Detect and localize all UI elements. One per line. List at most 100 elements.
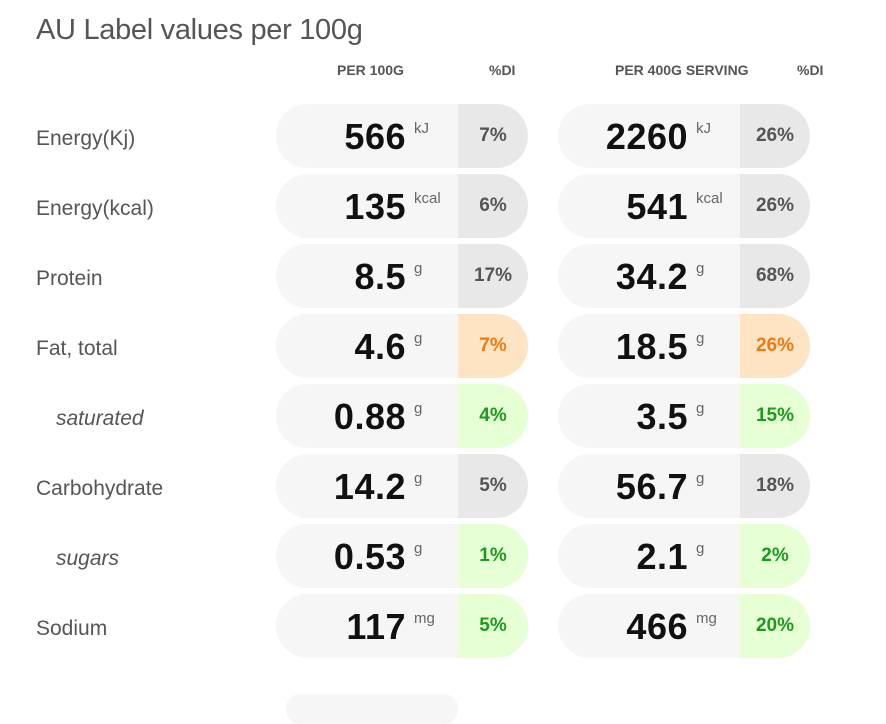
- value-cell-per-100g: 8.5 g 17%: [276, 244, 528, 308]
- partial-cell: [286, 694, 458, 724]
- daily-intake-percent: 7%: [479, 335, 507, 356]
- row-label: Carbohydrate: [36, 477, 164, 500]
- daily-intake-badge: 20%: [740, 594, 810, 658]
- amount-value: 0.53: [333, 536, 406, 577]
- table-row: Carbohydrate 14.2 g 5% 56.7 g 18%: [0, 454, 886, 518]
- daily-intake-percent: 7%: [479, 125, 507, 146]
- value-cell-per-serving: 18.5 g 26%: [558, 314, 810, 378]
- amount-value: 18.5: [615, 326, 688, 367]
- value-area: 14.2 g: [276, 454, 458, 518]
- daily-intake-percent: 17%: [473, 265, 513, 286]
- value-cell-per-serving: 56.7 g 18%: [558, 454, 810, 518]
- table-row: Protein 8.5 g 17% 34.2 g 68%: [0, 244, 886, 308]
- amount-unit: g: [696, 470, 705, 487]
- daily-intake-badge: 2%: [740, 524, 810, 588]
- amount-unit: g: [696, 330, 705, 347]
- value-cell-per-100g: 117 mg 5%: [276, 594, 528, 658]
- daily-intake-percent: 2%: [761, 545, 789, 566]
- amount-value: 34.2: [615, 256, 688, 297]
- daily-intake-badge: 18%: [740, 454, 810, 518]
- value-area: 0.53 g: [276, 524, 458, 588]
- amount-unit: kcal: [414, 190, 441, 207]
- daily-intake-badge: 5%: [458, 594, 528, 658]
- value-cell-per-100g: 566 kJ 7%: [276, 104, 528, 168]
- daily-intake-badge: 7%: [458, 314, 528, 378]
- value-area: 2260 kJ: [558, 104, 740, 168]
- amount-value: 466: [626, 606, 688, 647]
- row-label: saturated: [56, 407, 144, 430]
- amount-value: 135: [344, 186, 406, 227]
- amount-unit: mg: [414, 610, 435, 627]
- amount-unit: g: [414, 540, 423, 557]
- amount-unit: kJ: [696, 120, 711, 137]
- amount-unit: g: [696, 400, 705, 417]
- value-area: 541 kcal: [558, 174, 740, 238]
- value-cell-per-serving: 466 mg 20%: [558, 594, 810, 658]
- value-cell-per-serving: 2.1 g 2%: [558, 524, 810, 588]
- daily-intake-percent: 68%: [755, 265, 795, 286]
- column-header-di-1: %DI: [489, 62, 516, 78]
- daily-intake-badge: 5%: [458, 454, 528, 518]
- value-area: 34.2 g: [558, 244, 740, 308]
- daily-intake-percent: 26%: [755, 335, 795, 356]
- daily-intake-badge: 26%: [740, 174, 810, 238]
- daily-intake-percent: 15%: [755, 405, 795, 426]
- table-row: Fat, total 4.6 g 7% 18.5 g 26%: [0, 314, 886, 378]
- daily-intake-percent: 26%: [755, 195, 795, 216]
- row-label: Energy(Kj): [36, 127, 136, 150]
- amount-value: 0.88: [333, 396, 406, 437]
- column-header-per-serving: PER 400G SERVING: [615, 62, 749, 78]
- daily-intake-percent: 5%: [479, 615, 507, 636]
- amount-value: 14.2: [333, 466, 406, 507]
- daily-intake-percent: 6%: [479, 195, 507, 216]
- value-cell-per-serving: 541 kcal 26%: [558, 174, 810, 238]
- value-area: 3.5 g: [558, 384, 740, 448]
- daily-intake-badge: 26%: [740, 314, 810, 378]
- amount-unit: g: [414, 470, 423, 487]
- daily-intake-percent: 20%: [755, 615, 795, 636]
- amount-unit: g: [696, 540, 705, 557]
- column-header-di-2: %DI: [797, 62, 824, 78]
- daily-intake-badge: 26%: [740, 104, 810, 168]
- amount-unit: g: [696, 260, 705, 277]
- daily-intake-badge: 15%: [740, 384, 810, 448]
- amount-value: 566: [344, 116, 406, 157]
- value-cell-per-100g: 0.53 g 1%: [276, 524, 528, 588]
- table-row: Energy(kcal) 135 kcal 6% 541 kcal 26%: [0, 174, 886, 238]
- value-cell-per-100g: 14.2 g 5%: [276, 454, 528, 518]
- amount-value: 541: [626, 186, 688, 227]
- value-area: 56.7 g: [558, 454, 740, 518]
- value-cell-per-100g: 4.6 g 7%: [276, 314, 528, 378]
- daily-intake-badge: 6%: [458, 174, 528, 238]
- amount-unit: g: [414, 400, 423, 417]
- value-cell-per-serving: 34.2 g 68%: [558, 244, 810, 308]
- value-area: 135 kcal: [276, 174, 458, 238]
- value-area: 0.88 g: [276, 384, 458, 448]
- value-cell-per-100g: 0.88 g 4%: [276, 384, 528, 448]
- daily-intake-percent: 1%: [479, 545, 507, 566]
- daily-intake-percent: 4%: [479, 405, 507, 426]
- row-label: Protein: [36, 267, 103, 290]
- amount-value: 8.5: [354, 256, 406, 297]
- daily-intake-badge: 1%: [458, 524, 528, 588]
- value-cell-per-serving: 2260 kJ 26%: [558, 104, 810, 168]
- row-label: Fat, total: [36, 337, 118, 360]
- daily-intake-percent: 5%: [479, 475, 507, 496]
- amount-unit: mg: [696, 610, 717, 627]
- daily-intake-badge: 68%: [740, 244, 810, 308]
- table-row: Energy(Kj) 566 kJ 7% 2260 kJ 26%: [0, 104, 886, 168]
- value-area: 8.5 g: [276, 244, 458, 308]
- amount-unit: g: [414, 260, 423, 277]
- amount-value: 4.6: [354, 326, 406, 367]
- row-label: Sodium: [36, 617, 108, 640]
- value-area: 2.1 g: [558, 524, 740, 588]
- page-title: AU Label values per 100g: [36, 14, 363, 46]
- column-header-per-100g: PER 100G: [337, 62, 404, 78]
- value-area: 117 mg: [276, 594, 458, 658]
- amount-unit: kJ: [414, 120, 429, 137]
- daily-intake-percent: 26%: [755, 125, 795, 146]
- value-cell-per-serving: 3.5 g 15%: [558, 384, 810, 448]
- value-area: 4.6 g: [276, 314, 458, 378]
- row-label: Energy(kcal): [36, 197, 154, 220]
- table-row: saturated 0.88 g 4% 3.5 g 15%: [0, 384, 886, 448]
